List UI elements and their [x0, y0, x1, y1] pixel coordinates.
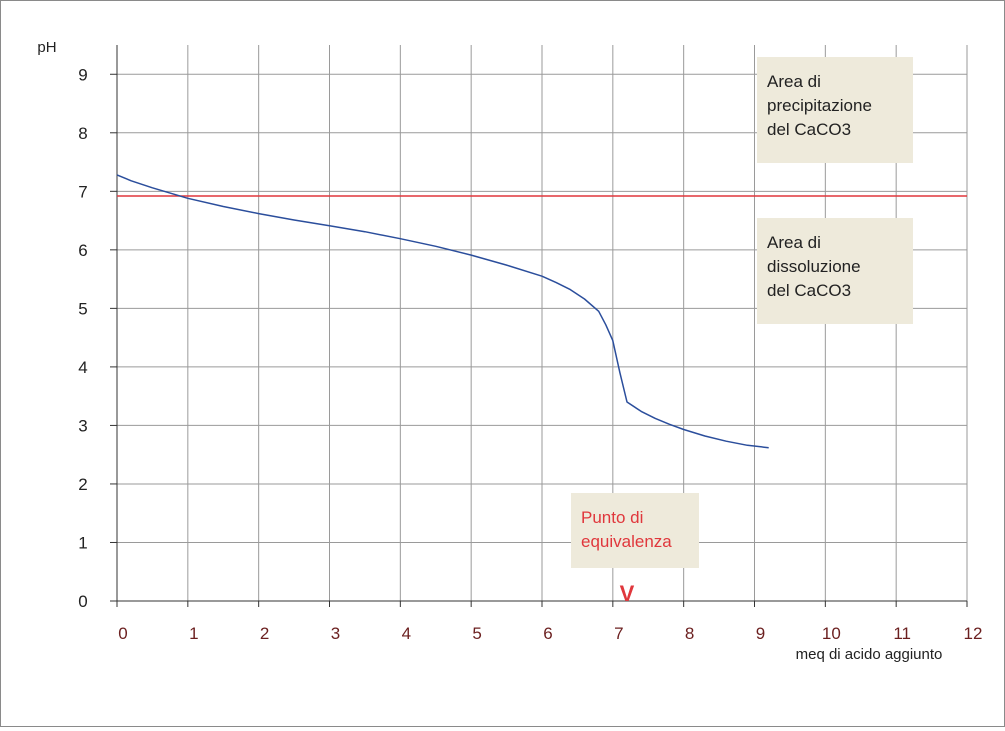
- dissolution-area-note-line: del CaCO3: [767, 281, 851, 300]
- axes: [110, 45, 968, 607]
- x-tick-label: 10: [822, 624, 841, 643]
- y-tick-label: 0: [78, 592, 87, 611]
- equivalence-point-note-line: Punto di: [581, 508, 643, 527]
- annotations: Area di precipitazione del CaCO3 Area di dis…: [571, 57, 913, 606]
- y-tick-label: 7: [78, 182, 87, 201]
- equivalence-point-note: Punto di equivalenza: [571, 493, 699, 568]
- precipitation-area-note-box: [757, 57, 913, 163]
- y-tick-label: 1: [78, 533, 87, 552]
- equivalence-point-note-line: equivalenza: [581, 532, 672, 551]
- x-tick-label: 5: [472, 624, 481, 643]
- equivalence-point-note-box: [571, 493, 699, 568]
- x-axis-title: meq di acido aggiunto: [796, 646, 943, 663]
- x-tick-label: 4: [402, 624, 411, 643]
- x-tick-label: 0: [118, 624, 127, 643]
- precipitation-area-note: Area di precipitazione del CaCO3: [757, 57, 913, 163]
- x-tick-label: 8: [685, 624, 694, 643]
- y-tick-label: 4: [78, 358, 87, 377]
- y-tick-label: 3: [78, 416, 87, 435]
- x-tick-label: 11: [893, 624, 911, 643]
- precipitation-area-note-line: del CaCO3: [767, 120, 851, 139]
- precipitation-area-note-line: Area di: [767, 72, 821, 91]
- titration-curve: [116, 174, 769, 449]
- y-axis-title: pH: [37, 39, 56, 56]
- x-tick-label: 3: [331, 624, 340, 643]
- dissolution-area-note-line: dissoluzione: [767, 257, 861, 276]
- x-tick-label: 12: [964, 624, 983, 643]
- dissolution-area-note-line: Area di: [767, 233, 821, 252]
- x-tick-label: 6: [543, 624, 552, 643]
- y-tick-label: 6: [78, 241, 87, 260]
- x-tick-label: 7: [614, 624, 623, 643]
- plot-area: [116, 174, 967, 449]
- dissolution-area-note-box: [757, 218, 913, 324]
- x-tick-label: 2: [260, 624, 269, 643]
- y-tick-label: 9: [78, 65, 87, 84]
- precipitation-area-note-line: precipitazione: [767, 96, 872, 115]
- y-tick-label: 8: [78, 124, 87, 143]
- x-tick-label: 9: [756, 624, 765, 643]
- equivalence-marker: V: [620, 581, 635, 606]
- dissolution-area-note: Area di dissoluzione del CaCO3: [757, 218, 913, 324]
- x-tick-label: 1: [189, 624, 198, 643]
- y-tick-label: 2: [78, 475, 87, 494]
- y-tick-label: 5: [78, 299, 87, 318]
